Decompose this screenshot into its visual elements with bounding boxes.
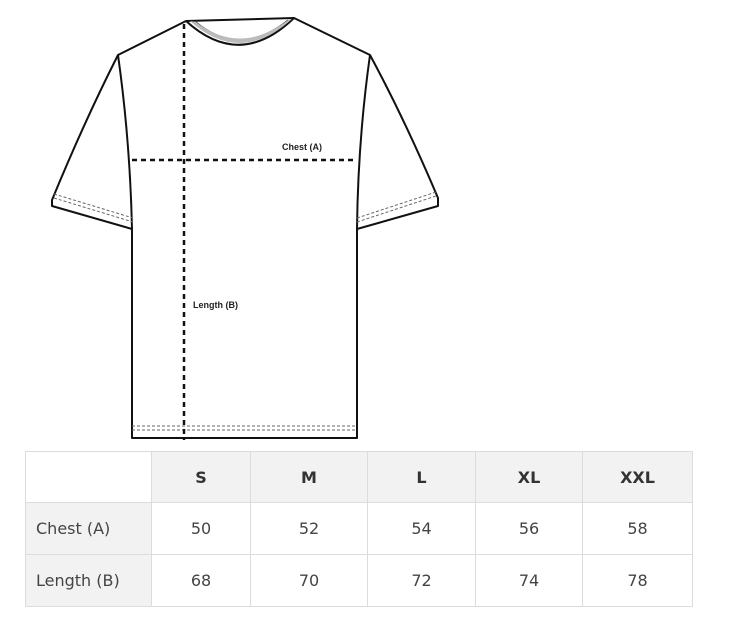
cell: 68 [151, 554, 251, 607]
cell: 70 [250, 554, 368, 607]
header-cell-s: S [151, 451, 251, 503]
table-header-row: S M L XL XXL [25, 451, 693, 503]
cell: 56 [475, 502, 583, 555]
row-label: Chest (A) [25, 502, 152, 555]
length-label: Length (B) [193, 300, 238, 310]
cell: 72 [367, 554, 476, 607]
cell: 50 [151, 502, 251, 555]
cell: 74 [475, 554, 583, 607]
size-table: S M L XL XXL Chest (A) 50 52 54 56 58 Le… [25, 451, 693, 607]
cell: 58 [582, 502, 693, 555]
header-cell-empty [25, 451, 152, 503]
header-cell-l: L [367, 451, 476, 503]
cell: 78 [582, 554, 693, 607]
header-cell-xxl: XXL [582, 451, 693, 503]
row-label: Length (B) [25, 554, 152, 607]
table-row: Length (B) 68 70 72 74 78 [25, 554, 693, 607]
tshirt-illustration [51, 17, 439, 440]
header-cell-m: M [250, 451, 368, 503]
cell: 52 [250, 502, 368, 555]
table-row: Chest (A) 50 52 54 56 58 [25, 502, 693, 555]
cell: 54 [367, 502, 476, 555]
chest-label: Chest (A) [282, 142, 322, 152]
header-cell-xl: XL [475, 451, 583, 503]
